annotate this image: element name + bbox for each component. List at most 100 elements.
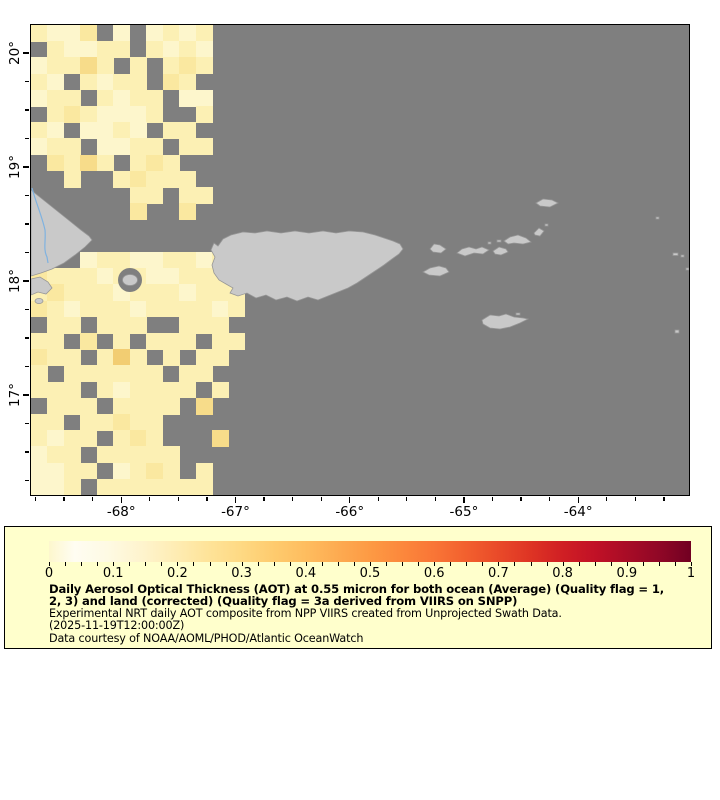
aot-cell bbox=[47, 122, 65, 140]
aot-cell bbox=[47, 430, 65, 448]
aot-cell bbox=[179, 25, 197, 42]
colorbar-tick-label: 0.1 bbox=[102, 566, 124, 581]
map-plot bbox=[30, 24, 690, 496]
aot-cell bbox=[80, 122, 98, 140]
aot-cell bbox=[179, 57, 197, 75]
aot-cell bbox=[146, 430, 164, 448]
st-croix-island bbox=[481, 313, 530, 330]
colorbar-tick bbox=[113, 562, 115, 566]
axis-tick bbox=[377, 496, 379, 501]
colorbar-tick bbox=[610, 562, 612, 566]
aot-cell bbox=[113, 138, 131, 156]
colorbar-tick bbox=[466, 562, 468, 566]
aot-cell bbox=[63, 446, 81, 464]
aot-cell bbox=[179, 89, 197, 107]
aot-cell bbox=[31, 478, 49, 495]
aot-cell bbox=[162, 284, 180, 302]
aot-cell bbox=[195, 251, 213, 269]
colorbar-tick-label: 0.6 bbox=[423, 566, 445, 581]
axis-tick bbox=[606, 496, 608, 501]
colorbar-tick bbox=[450, 562, 452, 566]
aot-cell bbox=[47, 381, 65, 399]
aot-cell bbox=[31, 462, 49, 480]
colorbar-tick bbox=[177, 562, 179, 566]
colorbar-tick-label: 0.3 bbox=[231, 566, 252, 581]
aot-cell bbox=[195, 349, 213, 366]
aot-cell bbox=[162, 73, 180, 91]
colorbar-tick-label: 0.4 bbox=[295, 566, 317, 581]
aot-cell bbox=[63, 478, 81, 495]
aot-cell bbox=[162, 462, 180, 480]
latitude-tick-label: 18° bbox=[7, 268, 23, 293]
eastern-islet bbox=[680, 254, 685, 258]
colorbar-tick bbox=[498, 562, 500, 566]
aot-cell bbox=[96, 446, 114, 464]
aot-cell bbox=[80, 106, 98, 123]
aot-cell bbox=[146, 462, 164, 480]
caption-title-line-1: Daily Aerosol Optical Thickness (AOT) at… bbox=[49, 582, 665, 596]
aot-cell bbox=[96, 414, 114, 431]
aot-cell bbox=[162, 170, 180, 188]
aot-cell bbox=[47, 349, 65, 366]
aot-cell bbox=[195, 365, 213, 383]
aot-cell bbox=[179, 122, 197, 140]
aot-cell bbox=[113, 446, 131, 464]
aot-cell bbox=[47, 478, 65, 495]
aot-cell bbox=[146, 365, 164, 383]
eastern-islet bbox=[672, 252, 679, 256]
aot-cell bbox=[80, 41, 98, 58]
axis-tick bbox=[23, 166, 30, 168]
colorbar-tick bbox=[49, 562, 50, 566]
aot-cell bbox=[179, 316, 197, 334]
axis-tick bbox=[349, 496, 351, 503]
axis-tick bbox=[206, 496, 208, 501]
aot-cell bbox=[179, 203, 197, 221]
axis-tick bbox=[63, 496, 65, 501]
mona-island bbox=[122, 274, 138, 286]
aot-cell bbox=[63, 106, 81, 123]
axis-tick bbox=[406, 496, 408, 501]
aot-cell bbox=[63, 89, 81, 107]
aot-cell bbox=[96, 154, 114, 172]
aot-cell bbox=[31, 300, 49, 318]
aot-cell bbox=[129, 300, 147, 318]
aot-cell bbox=[113, 25, 131, 42]
longitude-tick-label: -68° bbox=[106, 504, 136, 520]
aot-cell bbox=[113, 478, 131, 495]
aot-cell bbox=[96, 106, 114, 123]
colorbar-tick-label: 0.2 bbox=[167, 566, 188, 581]
virgin-islands-islet bbox=[496, 239, 502, 243]
hispaniola-landmass bbox=[31, 189, 93, 277]
colorbar-tick bbox=[691, 562, 692, 566]
aot-cell bbox=[113, 41, 131, 58]
aot-cell bbox=[129, 122, 147, 140]
aot-cell bbox=[80, 154, 98, 172]
aot-cell bbox=[195, 41, 213, 58]
anegada-island bbox=[535, 198, 559, 208]
axis-tick bbox=[92, 496, 94, 501]
aot-cell bbox=[179, 284, 197, 302]
colorbar-tick bbox=[337, 562, 339, 566]
aot-cell bbox=[179, 170, 197, 188]
aot-cell bbox=[129, 106, 147, 123]
colorbar-tick-label: 0.8 bbox=[552, 566, 573, 581]
aot-cell bbox=[63, 365, 81, 383]
latitude-tick-label: 20° bbox=[7, 40, 23, 65]
aot-cell bbox=[146, 154, 164, 172]
st-thomas-island bbox=[456, 246, 490, 257]
aot-cell bbox=[146, 25, 164, 42]
colorbar-tick-label: 0.9 bbox=[616, 566, 638, 581]
colorbar-tick bbox=[321, 562, 323, 566]
aot-cell bbox=[113, 300, 131, 318]
axis-tick bbox=[491, 496, 494, 501]
aot-cell bbox=[211, 430, 229, 448]
aot-cell bbox=[146, 446, 164, 464]
aot-cell bbox=[195, 187, 213, 204]
aot-cell bbox=[47, 89, 65, 107]
longitude-tick-label: -65° bbox=[449, 504, 479, 520]
aot-cell bbox=[129, 154, 147, 172]
aot-cell bbox=[195, 25, 213, 42]
aot-cell bbox=[63, 397, 81, 415]
colorbar-tick bbox=[418, 562, 420, 566]
aot-cell bbox=[162, 251, 180, 269]
